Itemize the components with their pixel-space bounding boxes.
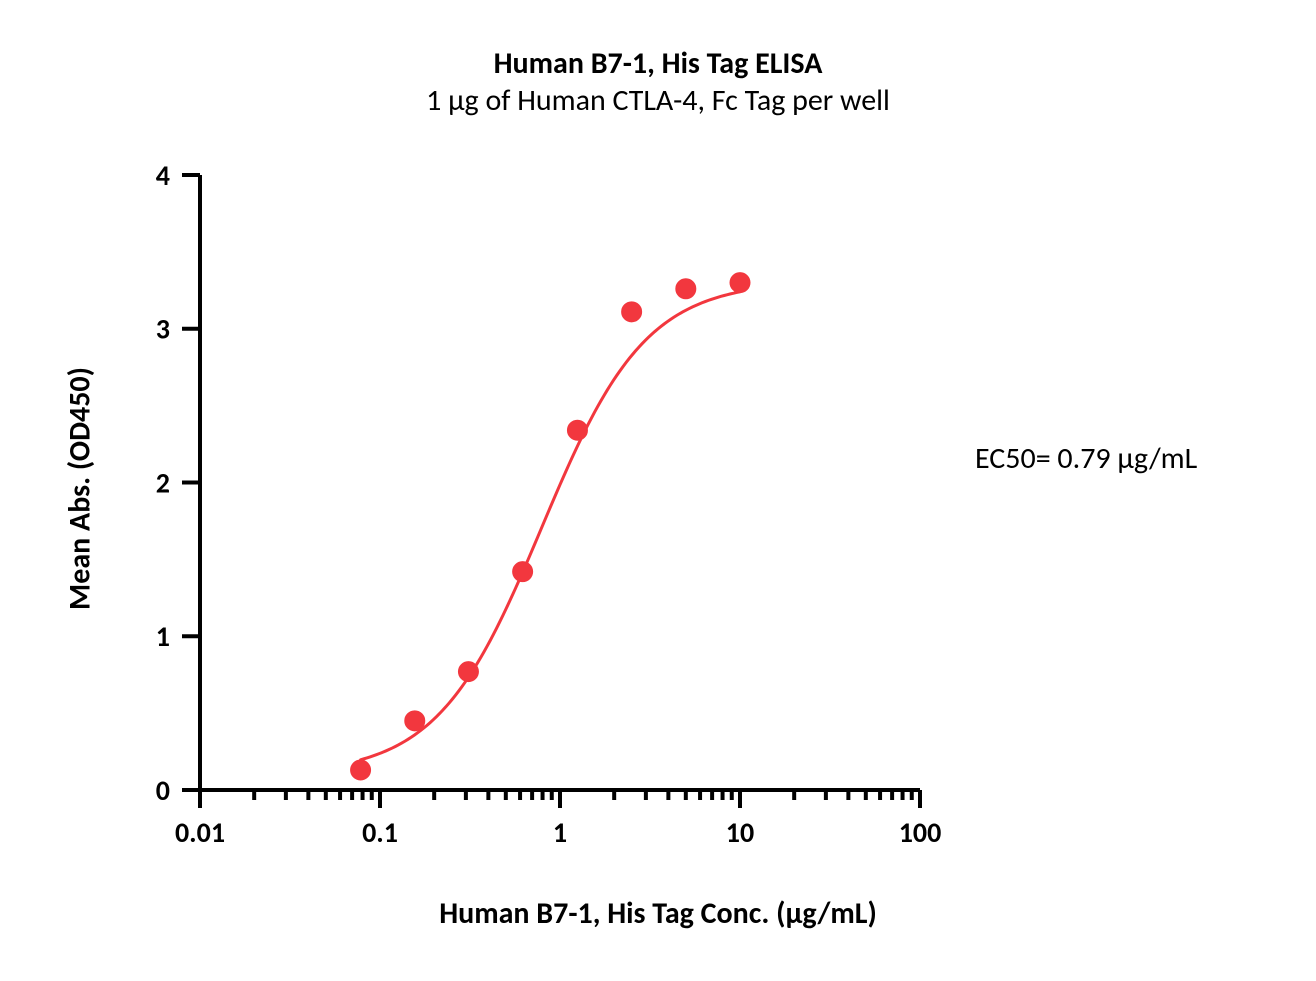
y-tick-label: 4 — [156, 158, 170, 193]
x-tick-label: 1 — [553, 815, 567, 850]
x-tick-label: 0.01 — [175, 815, 225, 850]
data-point — [513, 562, 533, 582]
chart-subtitle: 1 µg of Human CTLA-4, Fc Tag per well — [0, 82, 1316, 119]
data-point — [622, 302, 642, 322]
data-point — [676, 279, 696, 299]
data-point — [730, 273, 750, 293]
x-tick-label: 0.1 — [362, 815, 398, 850]
chart-title: Human B7-1, His Tag ELISA — [0, 45, 1316, 82]
x-tick-label: 100 — [899, 815, 942, 850]
y-tick-label: 0 — [156, 773, 170, 808]
data-point — [458, 662, 478, 682]
fit-curve — [361, 292, 740, 760]
data-point — [351, 760, 371, 780]
y-tick-label: 2 — [156, 465, 170, 500]
title-block: Human B7-1, His Tag ELISA 1 µg of Human … — [0, 45, 1316, 119]
x-axis-label: Human B7-1, His Tag Conc. (µg/mL) — [0, 895, 1316, 932]
y-tick-label: 3 — [156, 312, 170, 347]
data-point — [567, 420, 587, 440]
ec50-annotation: EC50= 0.79 µg/mL — [975, 440, 1197, 477]
plot-svg: 0 1 2 3 4 0.01 0.1 1 10 100 — [0, 0, 1316, 981]
figure-root: Human B7-1, His Tag ELISA 1 µg of Human … — [0, 0, 1316, 981]
data-point — [405, 711, 425, 731]
y-tick-label: 1 — [156, 619, 170, 654]
y-axis-label: Mean Abs. (OD450) — [62, 339, 99, 639]
x-tick-label: 10 — [726, 815, 754, 850]
